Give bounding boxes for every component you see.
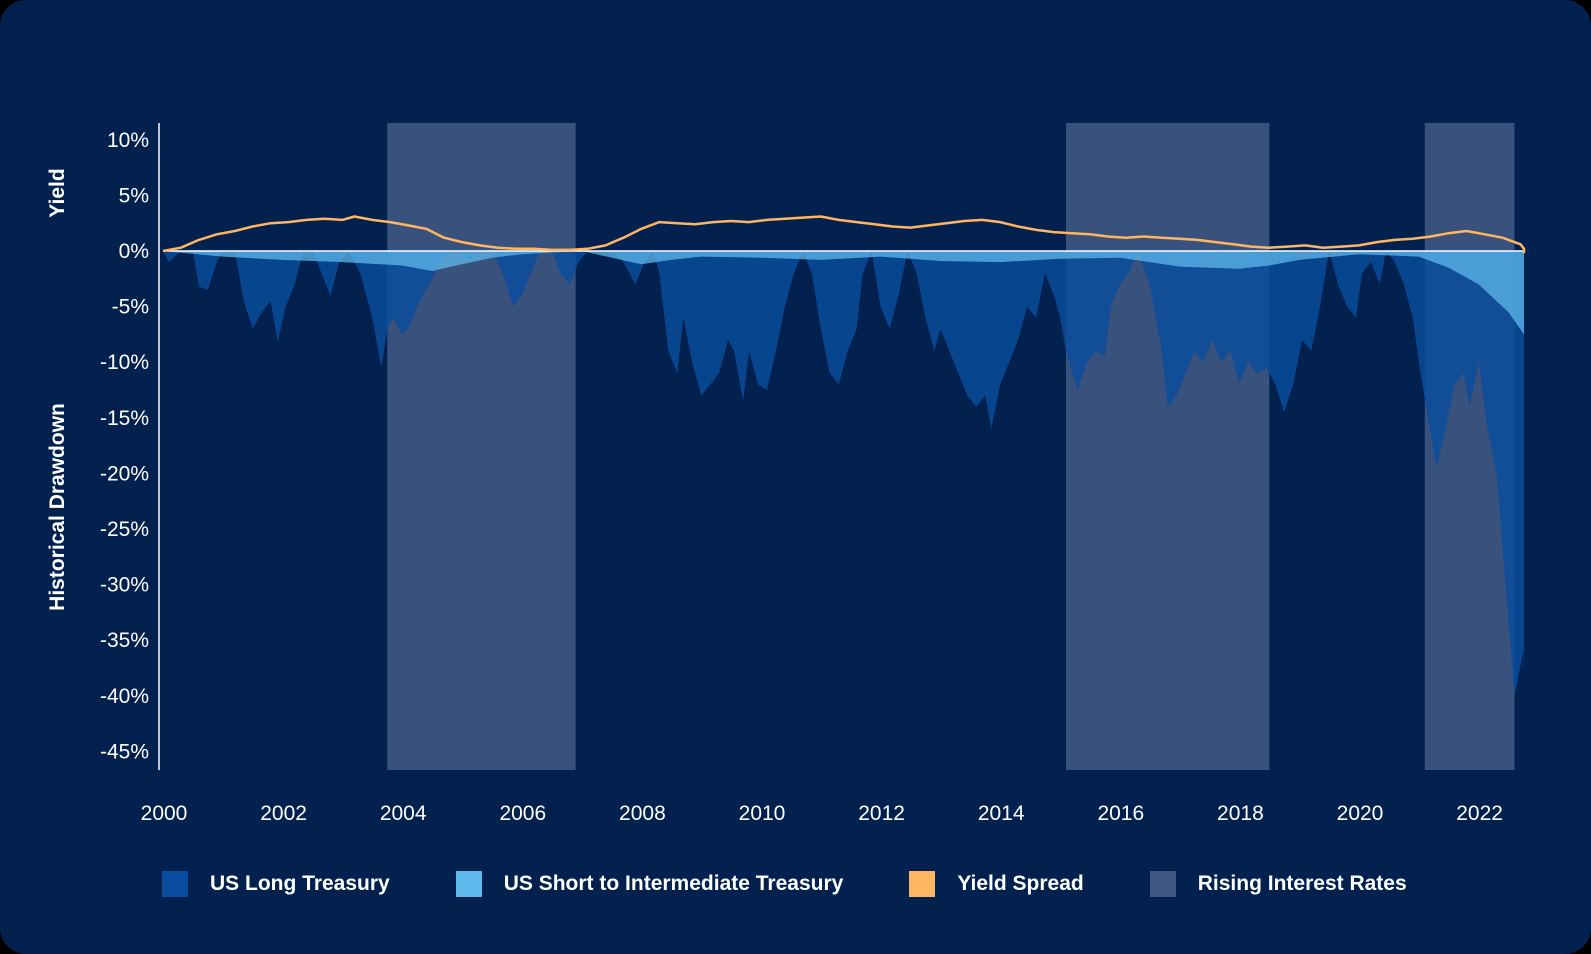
- x-tick-label: 2006: [499, 802, 546, 825]
- y-tick-labels: 10% 5% 0% -5% -10% -15% -20% -25% -30% -35% -40% -4…: [100, 129, 149, 764]
- y-axis-title-drawdown: Historical Drawdown: [46, 403, 69, 611]
- legend-item-long: US Long Treasury: [162, 871, 390, 897]
- legend-swatch-spread: [909, 871, 936, 897]
- y-tick-label: -30%: [100, 574, 149, 597]
- y-tick-label: 5%: [119, 184, 149, 207]
- legend-swatch-long: [162, 871, 188, 897]
- rising-rates-shading: [387, 123, 1515, 770]
- y-tick-label: 10%: [107, 129, 149, 152]
- rising-rates-band-1: [387, 123, 576, 770]
- y-tick-label: -40%: [100, 685, 149, 708]
- y-tick-label: -20%: [100, 462, 149, 485]
- y-tick-label: -25%: [100, 518, 149, 541]
- y-tick-label: -5%: [112, 296, 149, 319]
- x-tick-label: 2008: [619, 802, 666, 825]
- legend-label-long: US Long Treasury: [210, 872, 390, 895]
- yield-spread-line: [162, 215, 1526, 254]
- us-long-treasury-area-path: [163, 251, 1524, 696]
- y-tick-label: -35%: [100, 629, 149, 652]
- us-short-treasury-area-path: [163, 251, 1524, 335]
- x-tick-label: 2010: [739, 802, 786, 825]
- x-tick-label: 2004: [380, 802, 427, 825]
- x-tick-labels: 2000 2002 2004 2006 2008 2010 2012 2014 2016 2018…: [141, 802, 1503, 825]
- x-tick-label: 2014: [978, 802, 1025, 825]
- y-axis-title-yield: Yield: [46, 168, 69, 217]
- x-tick-label: 2016: [1097, 802, 1144, 825]
- legend-swatch-rising: [1149, 871, 1176, 897]
- us-short-treasury-area: [163, 251, 1524, 335]
- x-tick-label: 2002: [260, 802, 307, 825]
- us-long-treasury-area: [163, 251, 1524, 696]
- x-tick-label: 2022: [1456, 802, 1503, 825]
- legend-item-rising: Rising Interest Rates: [1149, 871, 1407, 897]
- legend: US Long Treasury US Short to Intermediat…: [162, 870, 1407, 898]
- legend-swatch-short: [455, 871, 482, 897]
- x-tick-label: 2000: [141, 802, 188, 825]
- legend-item-short: US Short to Intermediate Treasury: [455, 871, 844, 897]
- x-tick-label: 2012: [858, 802, 905, 825]
- legend-label-spread: Yield Spread: [957, 872, 1084, 895]
- y-tick-label: -15%: [100, 407, 149, 430]
- yield-spread-line-path: [162, 215, 1526, 254]
- y-tick-label: -10%: [100, 351, 149, 374]
- x-tick-label: 2018: [1217, 802, 1264, 825]
- legend-label-rising: Rising Interest Rates: [1197, 872, 1407, 895]
- y-tick-label: -45%: [100, 740, 149, 763]
- y-tick-label: 0%: [119, 240, 149, 263]
- rising-rates-band-2: [1065, 123, 1270, 770]
- legend-item-spread: Yield Spread: [909, 871, 1084, 897]
- legend-label-short: US Short to Intermediate Treasury: [503, 872, 844, 895]
- x-tick-label: 2020: [1337, 802, 1384, 825]
